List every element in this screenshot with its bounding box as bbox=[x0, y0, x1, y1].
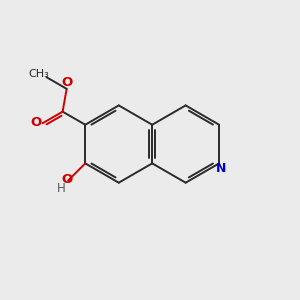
Text: O: O bbox=[30, 116, 42, 129]
Text: CH₃: CH₃ bbox=[28, 69, 49, 79]
Text: H: H bbox=[57, 182, 66, 194]
Text: N: N bbox=[215, 162, 226, 175]
Text: O: O bbox=[62, 173, 73, 186]
Text: O: O bbox=[61, 76, 72, 89]
